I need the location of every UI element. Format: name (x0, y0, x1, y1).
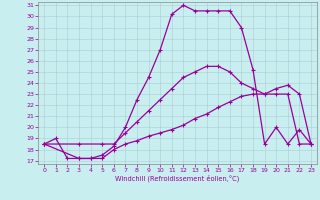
X-axis label: Windchill (Refroidissement éolien,°C): Windchill (Refroidissement éolien,°C) (116, 175, 240, 182)
